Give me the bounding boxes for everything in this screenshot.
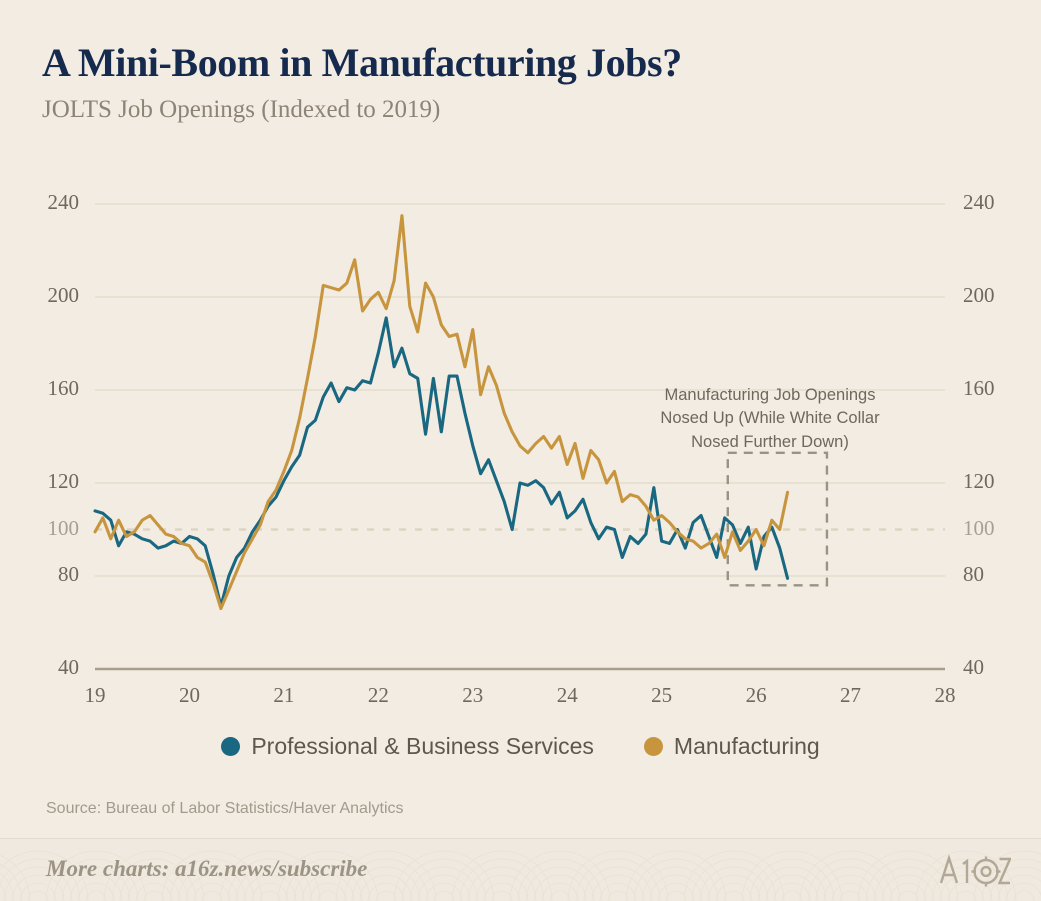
y-axis-label-right-240: 240 [963,190,995,214]
x-axis-tick-23: 23 [462,683,484,707]
footer-fan-pattern-icon [0,850,1041,901]
annotation-line-2: Nosed Up (While White Collar [660,409,880,428]
y-axis-label-left-240: 240 [47,190,80,214]
legend-label-manufacturing: Manufacturing [673,733,820,759]
y-axis-label-right-40: 40 [963,655,984,679]
chart-legend: Professional & Business Services Manufac… [0,733,1041,760]
legend-item-manufacturing[interactable]: Manufacturing [643,733,820,760]
y-axis-label-left-40: 40 [58,655,79,679]
x-axis-tick-28: 28 [934,683,956,707]
highlight-box [726,451,829,587]
y-axis-label-left-120: 120 [47,469,80,493]
y-axis-label-right-100: 100 [963,515,995,540]
legend-item-professional-business-services[interactable]: Professional & Business Services [221,733,594,760]
footer-subscribe-text[interactable]: More charts: a16z.news/subscribe [46,856,368,881]
y-axis-label-left-100: 100 [47,515,80,540]
y-axis-label-right-160: 160 [963,376,995,400]
footer-bar: More charts: a16z.news/subscribe [0,838,1041,901]
y-axis-label-left-80: 80 [58,562,79,586]
source-note: Source: Bureau of Labor Statistics/Haver… [46,800,404,817]
y-axis-label-left-160: 160 [47,376,80,400]
x-axis-tick-27: 27 [840,683,862,707]
legend-dot-blue-icon [221,737,241,756]
y-axis-label-right-120: 120 [963,469,995,493]
x-axis-tick-25: 25 [651,683,673,707]
x-axis-tick-26: 26 [745,683,767,707]
annotation-line-1: Manufacturing Job Openings [664,386,876,404]
y-axis-label-left-200: 200 [47,283,80,307]
chart-header: A Mini-Boom in Manufacturing Jobs? JOLTS… [42,42,1002,124]
y-axis-label-right-80: 80 [963,562,984,586]
legend-dot-orange-icon [643,737,663,756]
a16z-logo-icon[interactable] [937,853,1011,887]
x-axis-tick-20: 20 [178,683,200,707]
y-axis-label-right-200: 200 [963,283,995,307]
annotation-line-3: Nosed Further Down) [691,432,849,451]
x-axis-tick-22: 22 [367,683,389,707]
annotation-callout: Manufacturing Job Openings Nosed Up (Whi… [620,384,920,454]
legend-label-professional-business-services: Professional & Business Services [251,733,594,759]
chart-title: A Mini-Boom in Manufacturing Jobs? [42,40,682,85]
x-axis-tick-21: 21 [273,683,295,707]
chart-subtitle: JOLTS Job Openings (Indexed to 2019) [42,96,441,123]
x-axis-tick-24: 24 [556,683,578,707]
x-axis-tick-19: 19 [84,683,106,707]
